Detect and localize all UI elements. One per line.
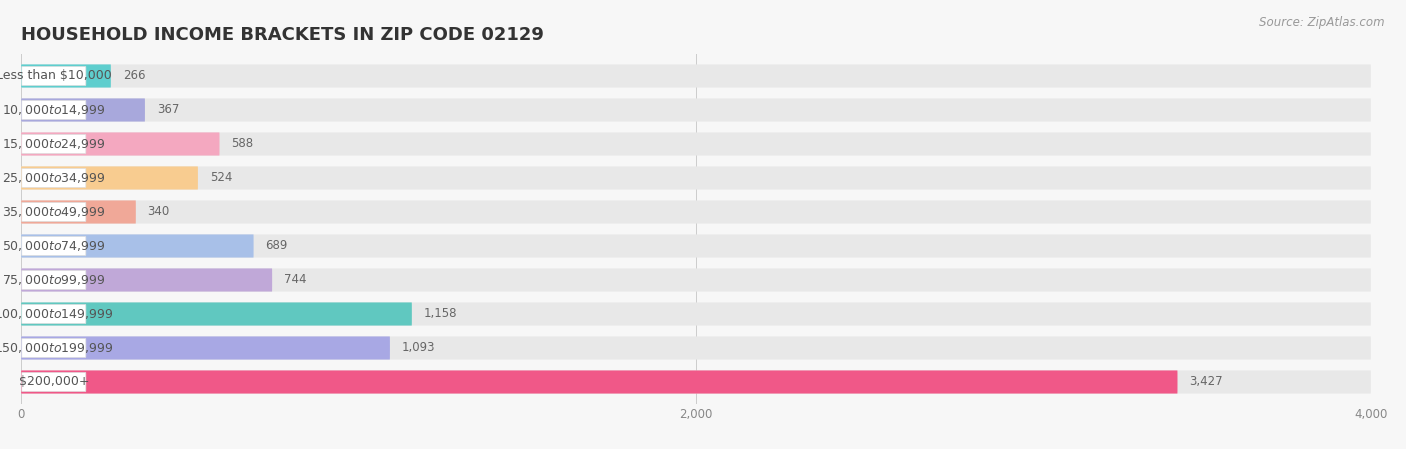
Text: $35,000 to $49,999: $35,000 to $49,999: [1, 205, 105, 219]
FancyBboxPatch shape: [21, 373, 86, 392]
FancyBboxPatch shape: [21, 202, 86, 221]
FancyBboxPatch shape: [21, 269, 1371, 291]
Text: 1,093: 1,093: [402, 342, 436, 355]
FancyBboxPatch shape: [21, 168, 86, 188]
FancyBboxPatch shape: [21, 200, 136, 224]
Text: 340: 340: [148, 206, 170, 219]
FancyBboxPatch shape: [21, 132, 1371, 155]
FancyBboxPatch shape: [21, 64, 1371, 88]
Text: HOUSEHOLD INCOME BRACKETS IN ZIP CODE 02129: HOUSEHOLD INCOME BRACKETS IN ZIP CODE 02…: [21, 26, 544, 44]
FancyBboxPatch shape: [21, 132, 219, 155]
Text: Less than $10,000: Less than $10,000: [0, 70, 111, 83]
Text: $25,000 to $34,999: $25,000 to $34,999: [1, 171, 105, 185]
FancyBboxPatch shape: [21, 135, 86, 154]
FancyBboxPatch shape: [21, 101, 86, 119]
FancyBboxPatch shape: [21, 303, 412, 326]
FancyBboxPatch shape: [21, 200, 1371, 224]
FancyBboxPatch shape: [21, 370, 1371, 394]
FancyBboxPatch shape: [21, 98, 1371, 122]
FancyBboxPatch shape: [21, 270, 86, 290]
Text: 524: 524: [209, 172, 232, 185]
Text: 588: 588: [232, 137, 253, 150]
Text: 744: 744: [284, 273, 307, 286]
Text: 689: 689: [266, 239, 288, 252]
FancyBboxPatch shape: [21, 339, 86, 357]
FancyBboxPatch shape: [21, 370, 1177, 394]
FancyBboxPatch shape: [21, 167, 1371, 189]
Text: 3,427: 3,427: [1189, 375, 1223, 388]
Text: 367: 367: [156, 103, 179, 116]
Text: $200,000+: $200,000+: [18, 375, 89, 388]
FancyBboxPatch shape: [21, 303, 1371, 326]
FancyBboxPatch shape: [21, 64, 111, 88]
Text: $10,000 to $14,999: $10,000 to $14,999: [1, 103, 105, 117]
FancyBboxPatch shape: [21, 98, 145, 122]
FancyBboxPatch shape: [21, 234, 253, 258]
FancyBboxPatch shape: [21, 336, 1371, 360]
FancyBboxPatch shape: [21, 304, 86, 323]
FancyBboxPatch shape: [21, 269, 273, 291]
FancyBboxPatch shape: [21, 167, 198, 189]
FancyBboxPatch shape: [21, 336, 389, 360]
Text: $75,000 to $99,999: $75,000 to $99,999: [1, 273, 105, 287]
FancyBboxPatch shape: [21, 66, 86, 85]
Text: $150,000 to $199,999: $150,000 to $199,999: [0, 341, 114, 355]
Text: $100,000 to $149,999: $100,000 to $149,999: [0, 307, 114, 321]
Text: $15,000 to $24,999: $15,000 to $24,999: [1, 137, 105, 151]
Text: Source: ZipAtlas.com: Source: ZipAtlas.com: [1260, 16, 1385, 29]
Text: 1,158: 1,158: [423, 308, 457, 321]
FancyBboxPatch shape: [21, 237, 86, 255]
FancyBboxPatch shape: [21, 234, 1371, 258]
Text: $50,000 to $74,999: $50,000 to $74,999: [1, 239, 105, 253]
Text: 266: 266: [122, 70, 145, 83]
